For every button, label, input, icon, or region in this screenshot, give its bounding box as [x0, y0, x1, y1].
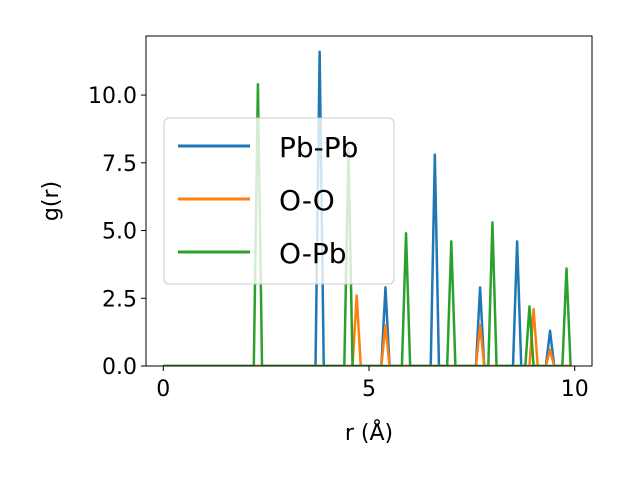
y-tick-label: 5.0: [102, 220, 137, 245]
x-axis-label: r (Å): [345, 419, 393, 446]
legend-label-1: O-O: [279, 184, 335, 217]
legend-label-0: Pb-Pb: [279, 131, 358, 164]
y-axis-label: g(r): [39, 181, 64, 221]
y-axis: 0.0 2.5 5.0 7.5 10.0: [88, 84, 146, 380]
series-layer: [163, 50, 572, 366]
legend-label-2: O-Pb: [279, 237, 347, 270]
x-axis: 0 5 10: [156, 366, 589, 402]
series-line-2: [163, 82, 572, 366]
series-line-1: [163, 294, 571, 366]
x-tick-label: 10: [561, 377, 589, 402]
legend: Pb-Pb O-O O-Pb: [163, 117, 395, 285]
y-tick-label: 10.0: [88, 84, 137, 109]
y-tick-label: 7.5: [102, 152, 137, 177]
y-tick-label: 0.0: [102, 355, 137, 380]
legend-box: [163, 117, 395, 285]
y-tick-label: 2.5: [102, 287, 137, 312]
x-tick-label: 5: [362, 377, 376, 402]
x-tick-label: 0: [156, 377, 170, 402]
